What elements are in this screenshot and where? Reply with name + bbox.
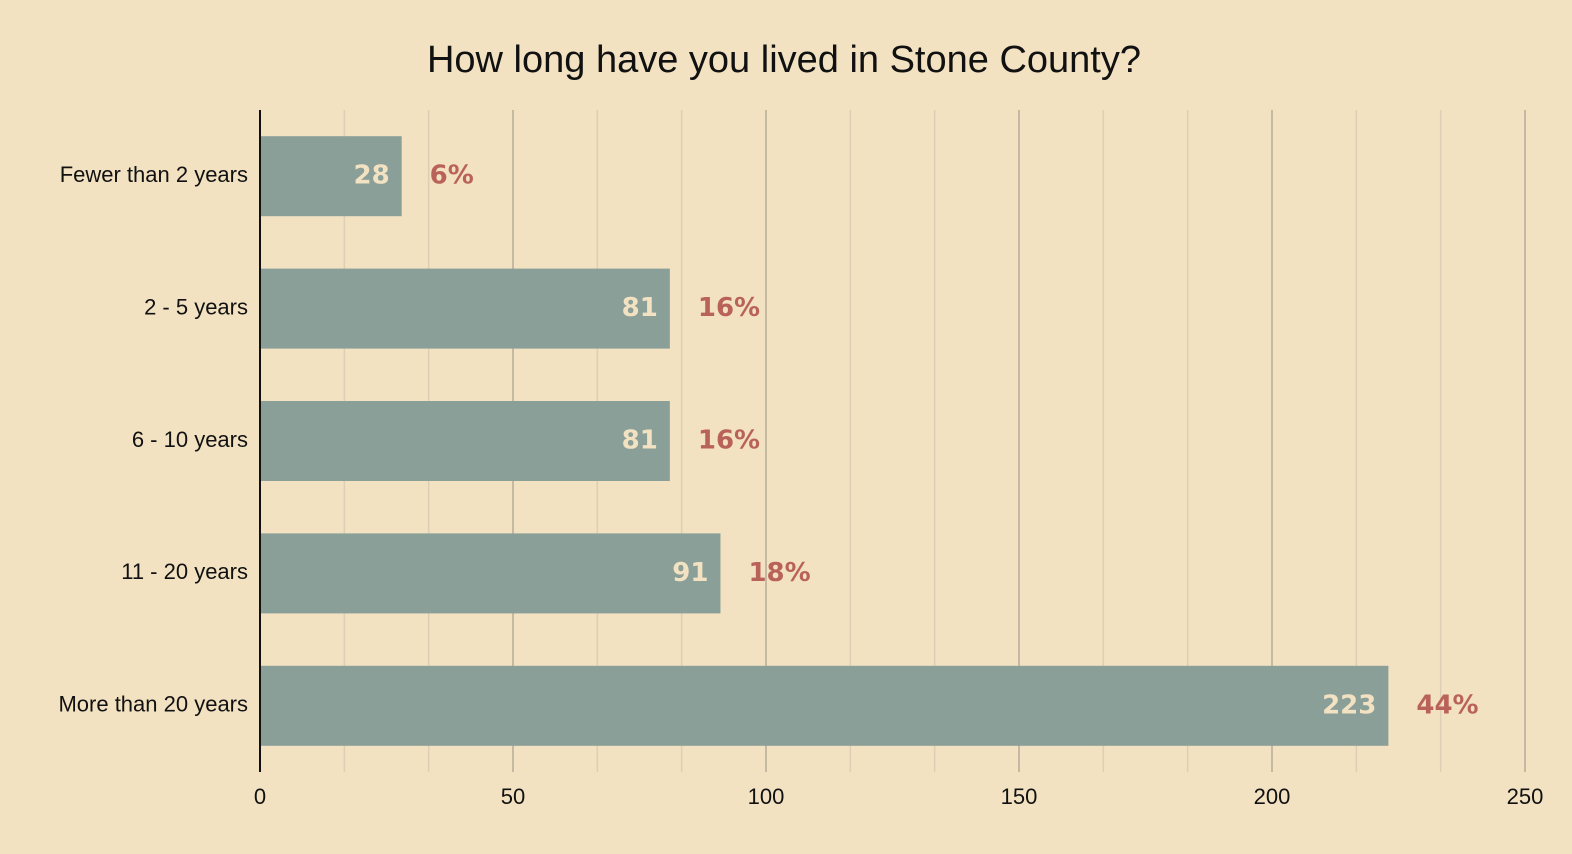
x-tick-label: 50 — [501, 784, 525, 809]
y-tick-label: 6 - 10 years — [132, 427, 248, 452]
y-tick-label: 2 - 5 years — [144, 294, 248, 319]
chart-title: How long have you lived in Stone County? — [427, 39, 1141, 81]
bar — [260, 533, 721, 614]
value-label: 223 — [1322, 690, 1376, 720]
bar — [260, 268, 670, 349]
value-label: 28 — [353, 161, 389, 191]
x-tick-label: 200 — [1254, 784, 1291, 809]
x-tick-label: 0 — [254, 784, 266, 809]
percent-label: 16% — [698, 426, 760, 456]
y-tick-label: Fewer than 2 years — [60, 162, 248, 187]
percent-label: 44% — [1416, 690, 1478, 720]
value-label: 81 — [622, 426, 658, 456]
x-tick-label: 250 — [1507, 784, 1544, 809]
x-tick-label: 150 — [1001, 784, 1038, 809]
y-tick-label: More than 20 years — [58, 692, 248, 717]
x-tick-label: 100 — [748, 784, 785, 809]
bar — [260, 665, 1389, 746]
bar — [260, 401, 670, 481]
percent-label: 18% — [748, 558, 810, 588]
bar — [260, 136, 402, 217]
y-tick-label: 11 - 20 years — [121, 559, 248, 584]
percent-label: 6% — [430, 161, 474, 191]
value-label: 91 — [672, 558, 708, 588]
value-label: 81 — [622, 293, 658, 323]
percent-label: 16% — [698, 293, 760, 323]
